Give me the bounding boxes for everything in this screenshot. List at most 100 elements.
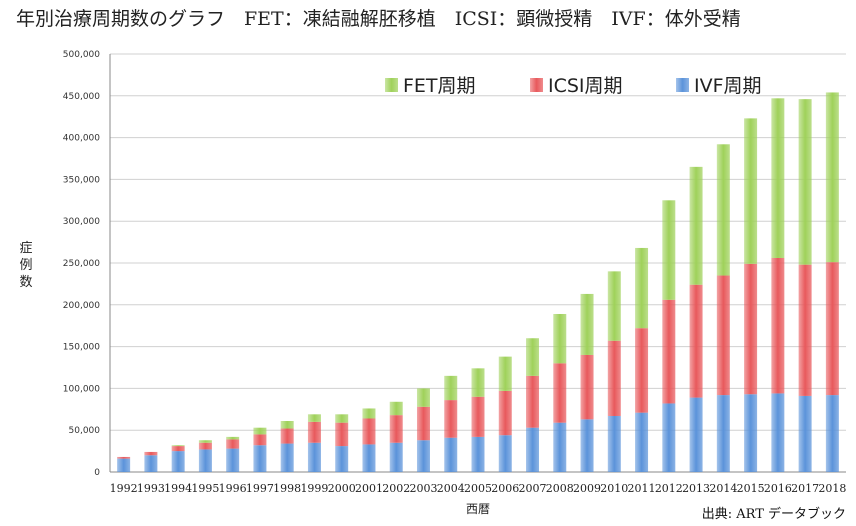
bar-icsi-2004 xyxy=(444,400,458,438)
bar-icsi-1998 xyxy=(280,428,294,444)
bar-ivf-1993 xyxy=(144,455,158,472)
bar-icsi-2005 xyxy=(471,396,485,437)
x-tick-label: 2008 xyxy=(546,482,574,495)
y-tick-label: 400,000 xyxy=(63,134,100,144)
bar-fet-2002 xyxy=(389,401,403,416)
bar-icsi-1999 xyxy=(307,421,321,443)
bar-ivf-2009 xyxy=(580,419,594,472)
x-tick-label: 2011 xyxy=(628,482,656,495)
bar-ivf-1992 xyxy=(117,458,131,472)
bar-icsi-2006 xyxy=(498,390,512,436)
x-tick-label: 2007 xyxy=(519,482,547,495)
legend-label-ivf: IVF周期 xyxy=(694,75,762,97)
x-tick-label: 1998 xyxy=(273,482,301,495)
chart-title: 年別治療周期数のグラフ FET：凍結融解胚移植 ICSI：顕微授精 IVF：体外… xyxy=(16,8,741,30)
bar-icsi-1994 xyxy=(171,446,185,452)
y-tick-label: 450,000 xyxy=(63,92,100,102)
x-tick-label: 2013 xyxy=(682,482,710,495)
bar-icsi-1993 xyxy=(144,451,158,456)
bar-fet-2013 xyxy=(689,166,703,285)
bar-fet-1999 xyxy=(307,414,321,422)
x-tick-label: 2005 xyxy=(464,482,492,495)
bar-ivf-2000 xyxy=(335,446,349,472)
bar-ivf-2013 xyxy=(689,397,703,472)
bar-fet-2005 xyxy=(471,368,485,397)
bar-fet-2011 xyxy=(635,247,649,329)
bar-ivf-2007 xyxy=(526,427,540,472)
bar-ivf-2015 xyxy=(744,394,758,472)
bar-ivf-1997 xyxy=(253,445,267,472)
x-tick-label: 1999 xyxy=(300,482,328,495)
bar-ivf-2012 xyxy=(662,403,676,472)
x-tick-labels: 1992 1993 1994 1995 1996 1997 1998 1999 2000 2001… xyxy=(110,482,847,495)
bar-fet-1996 xyxy=(226,436,240,440)
x-tick-label: 2016 xyxy=(764,482,792,495)
x-tick-label: 1996 xyxy=(219,482,247,495)
x-tick-label: 2003 xyxy=(409,482,437,495)
bar-icsi-2007 xyxy=(526,375,540,428)
bar-ivf-1995 xyxy=(198,449,212,472)
bar-ivf-2018 xyxy=(825,395,839,472)
bar-ivf-2008 xyxy=(553,422,567,472)
x-tick-label: 2010 xyxy=(600,482,628,495)
x-tick-label: 2017 xyxy=(791,482,819,495)
x-tick-label: 2000 xyxy=(328,482,356,495)
bar-icsi-2003 xyxy=(416,406,430,441)
y-tick-label: 100,000 xyxy=(63,384,100,394)
x-tick-label: 1993 xyxy=(137,482,165,495)
bar-fet-2006 xyxy=(498,356,512,391)
legend-swatch-fet xyxy=(385,78,398,92)
bar-icsi-2013 xyxy=(689,284,703,398)
bar-icsi-2010 xyxy=(607,340,621,416)
bar-fet-2016 xyxy=(771,98,785,258)
bar-ivf-2003 xyxy=(416,440,430,472)
bar-fet-2012 xyxy=(662,200,676,300)
bar-icsi-2012 xyxy=(662,299,676,404)
y-tick-label: 0 xyxy=(94,468,100,478)
bar-fet-2000 xyxy=(335,414,349,423)
bar-icsi-2016 xyxy=(771,257,785,394)
bar-ivf-2005 xyxy=(471,436,485,472)
x-tick-label: 1995 xyxy=(191,482,219,495)
x-tick-label: 2015 xyxy=(737,482,765,495)
bar-ivf-1996 xyxy=(226,448,240,472)
bar-fet-2018 xyxy=(825,92,839,263)
bar-fet-2017 xyxy=(798,99,812,265)
bar-fet-2004 xyxy=(444,375,458,401)
bar-ivf-1999 xyxy=(307,442,321,472)
bar-icsi-2018 xyxy=(825,262,839,396)
bar-ivf-2017 xyxy=(798,395,812,472)
bar-fet-2014 xyxy=(716,144,730,276)
bar-fet-2009 xyxy=(580,293,594,355)
y-tick-labels: 0 50,000 100,000 150,000 200,000 250,000 300,0… xyxy=(63,50,100,478)
y-tick-label: 50,000 xyxy=(69,426,101,436)
bar-fet-2015 xyxy=(744,118,758,264)
x-tick-label: 2004 xyxy=(437,482,465,495)
bar-icsi-2015 xyxy=(744,263,758,395)
y-tick-label: 350,000 xyxy=(63,175,100,185)
bar-ivf-2001 xyxy=(362,444,376,472)
y-tick-label: 500,000 xyxy=(63,50,100,60)
bar-icsi-1995 xyxy=(198,442,212,450)
x-tick-label: 1994 xyxy=(164,482,192,495)
x-tick-label: 2018 xyxy=(818,482,846,495)
bar-fet-2007 xyxy=(526,338,540,376)
bar-ivf-2010 xyxy=(607,415,621,472)
bar-fet-1998 xyxy=(280,421,294,429)
bar-fet-2010 xyxy=(607,271,621,341)
x-tick-label: 2014 xyxy=(709,482,737,495)
bar-fet-2001 xyxy=(362,408,376,419)
bar-icsi-2002 xyxy=(389,415,403,443)
y-tick-label: 300,000 xyxy=(63,217,100,227)
legend-label-icsi: ICSI周期 xyxy=(548,75,623,97)
bar-icsi-1992 xyxy=(117,456,131,459)
legend-swatch-icsi xyxy=(530,78,543,92)
bar-fet-2008 xyxy=(553,313,567,364)
bar-ivf-2014 xyxy=(716,395,730,472)
bar-icsi-2008 xyxy=(553,363,567,423)
bar-icsi-2011 xyxy=(635,328,649,413)
bar-icsi-2017 xyxy=(798,264,812,396)
x-tick-label: 1992 xyxy=(110,482,138,495)
x-tick-label: 2009 xyxy=(573,482,601,495)
bar-fet-1994 xyxy=(171,445,185,447)
